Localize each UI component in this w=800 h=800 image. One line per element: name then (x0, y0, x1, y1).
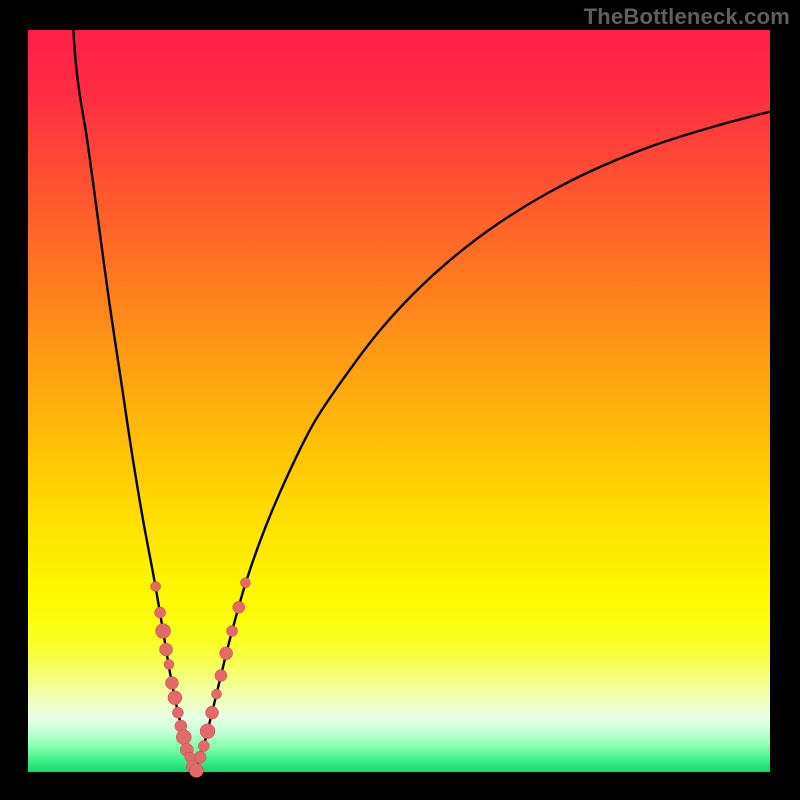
scatter-point (206, 706, 219, 719)
scatter-point (211, 689, 221, 699)
plot-svg (28, 30, 770, 772)
scatter-point (189, 764, 203, 778)
watermark-text: TheBottleneck.com (584, 4, 790, 30)
scatter-point (240, 578, 250, 588)
scatter-point (176, 730, 191, 745)
left-curve (69, 0, 195, 772)
scatter-point (164, 659, 174, 669)
chart-frame: TheBottleneck.com (0, 0, 800, 800)
scatter-point (215, 670, 227, 682)
right-curve (195, 112, 770, 772)
scatter-point (227, 626, 238, 637)
scatter-point (155, 607, 166, 618)
scatter-point (198, 741, 209, 752)
scatter-point (200, 724, 215, 739)
plot-area (28, 30, 770, 772)
scatter-point (172, 707, 183, 718)
scatter-point (160, 643, 173, 656)
scatter-point (156, 624, 171, 639)
scatter-point (165, 676, 178, 689)
scatter-point (233, 601, 245, 613)
scatter-point (220, 647, 233, 660)
scatter-point (194, 751, 206, 763)
scatter-point (151, 582, 161, 592)
scatter-point (168, 691, 182, 705)
